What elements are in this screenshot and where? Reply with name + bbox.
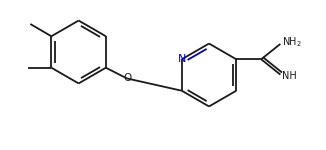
- Text: N: N: [178, 54, 186, 63]
- Text: O: O: [124, 74, 132, 83]
- Text: NH$_2$: NH$_2$: [282, 36, 302, 49]
- Text: NH: NH: [282, 71, 297, 81]
